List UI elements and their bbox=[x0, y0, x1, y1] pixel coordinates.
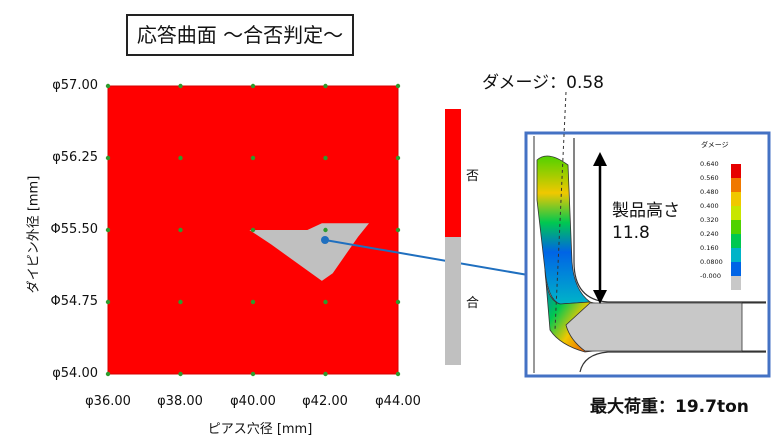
legend-swatch bbox=[731, 206, 741, 220]
sample-point bbox=[178, 299, 183, 305]
y-tick-label: Φ54.75 bbox=[50, 294, 98, 309]
height-label: 製品高さ 11.8 bbox=[612, 200, 680, 244]
legend-tick-label: 0.240 bbox=[700, 230, 719, 238]
height-arrow-bottom bbox=[593, 290, 607, 304]
height-label-title: 製品高さ bbox=[612, 201, 680, 221]
sample-point bbox=[105, 227, 111, 233]
sample-point bbox=[105, 155, 111, 161]
x-tick-label: φ36.00 bbox=[85, 394, 131, 409]
sample-point bbox=[395, 299, 401, 305]
x-tick-label: φ44.00 bbox=[375, 394, 421, 409]
legend-tick-label: 0.640 bbox=[700, 160, 719, 168]
colorbar-fail-swatch bbox=[445, 109, 461, 237]
sample-point bbox=[105, 299, 111, 305]
legend-tick-label: -0.000 bbox=[700, 272, 721, 280]
y-tick-label: φ54.00 bbox=[52, 366, 98, 381]
x-axis-label: ピアス穴径 [mm] bbox=[207, 422, 313, 437]
sample-point bbox=[395, 371, 401, 377]
legend-swatch bbox=[731, 178, 741, 192]
legend-tick-label: 0.560 bbox=[700, 174, 719, 182]
legend-swatch bbox=[731, 276, 741, 290]
sample-point bbox=[395, 83, 401, 89]
part-vertical bbox=[536, 155, 592, 305]
sample-point bbox=[395, 155, 401, 161]
colorbar-fail-label: 否 bbox=[466, 169, 480, 184]
y-tick-label: φ57.00 bbox=[52, 78, 98, 93]
sample-point bbox=[250, 371, 256, 377]
selected-point bbox=[321, 236, 329, 244]
sample-point bbox=[178, 155, 183, 161]
legend-tick-label: 0.400 bbox=[700, 202, 719, 210]
chart-title: 応答曲面 〜合否判定〜 bbox=[126, 14, 354, 56]
max-load-label: 最大荷重：19.7ton bbox=[590, 397, 749, 417]
damage-label: ダメージ：0.58 bbox=[482, 73, 605, 93]
legend-swatch bbox=[731, 262, 741, 276]
sample-point bbox=[250, 155, 256, 161]
x-tick-label: φ40.00 bbox=[230, 394, 276, 409]
sample-point bbox=[250, 227, 256, 233]
legend-tick-label: 0.0800 bbox=[700, 258, 723, 266]
sample-point bbox=[250, 299, 256, 305]
legend-title: ダメージ bbox=[701, 141, 729, 149]
y-tick-label: Φ55.50 bbox=[50, 222, 98, 237]
colorbar bbox=[445, 109, 461, 365]
y-tick-label: φ56.25 bbox=[52, 150, 98, 165]
pass-region bbox=[249, 223, 369, 281]
legend-swatch bbox=[731, 248, 741, 262]
connector-line bbox=[324, 239, 529, 276]
sample-point bbox=[323, 83, 328, 89]
legend-swatch bbox=[731, 234, 741, 248]
sample-point bbox=[105, 371, 111, 377]
legend-tick-label: 0.160 bbox=[700, 244, 719, 252]
sample-point bbox=[178, 83, 183, 89]
lower-die-outline bbox=[579, 351, 766, 373]
sample-point bbox=[395, 227, 401, 233]
legend-swatch bbox=[731, 164, 741, 178]
sample-point bbox=[323, 299, 328, 305]
sample-point bbox=[323, 371, 328, 377]
sample-point bbox=[178, 371, 183, 377]
lower-part-edge bbox=[742, 302, 766, 352]
colorbar-pass-label: 合 bbox=[466, 296, 480, 311]
sample-point bbox=[250, 83, 256, 89]
colorbar-pass-swatch bbox=[445, 237, 461, 365]
sample-point bbox=[323, 155, 328, 161]
x-tick-label: φ42.00 bbox=[302, 394, 348, 409]
sample-point bbox=[323, 227, 328, 233]
x-tick-label: φ38.00 bbox=[157, 394, 203, 409]
sample-point bbox=[105, 83, 111, 89]
sample-point bbox=[178, 227, 183, 233]
height-label-value: 11.8 bbox=[612, 223, 650, 243]
legend-swatch bbox=[731, 220, 741, 234]
punch-outline bbox=[573, 138, 766, 303]
legend-tick-label: 0.320 bbox=[700, 216, 719, 224]
part-flange bbox=[565, 302, 743, 352]
legend-tick-label: 0.480 bbox=[700, 188, 719, 196]
legend-swatch bbox=[731, 192, 741, 206]
height-arrow-top bbox=[593, 152, 607, 166]
damage-guide-line bbox=[554, 91, 567, 331]
